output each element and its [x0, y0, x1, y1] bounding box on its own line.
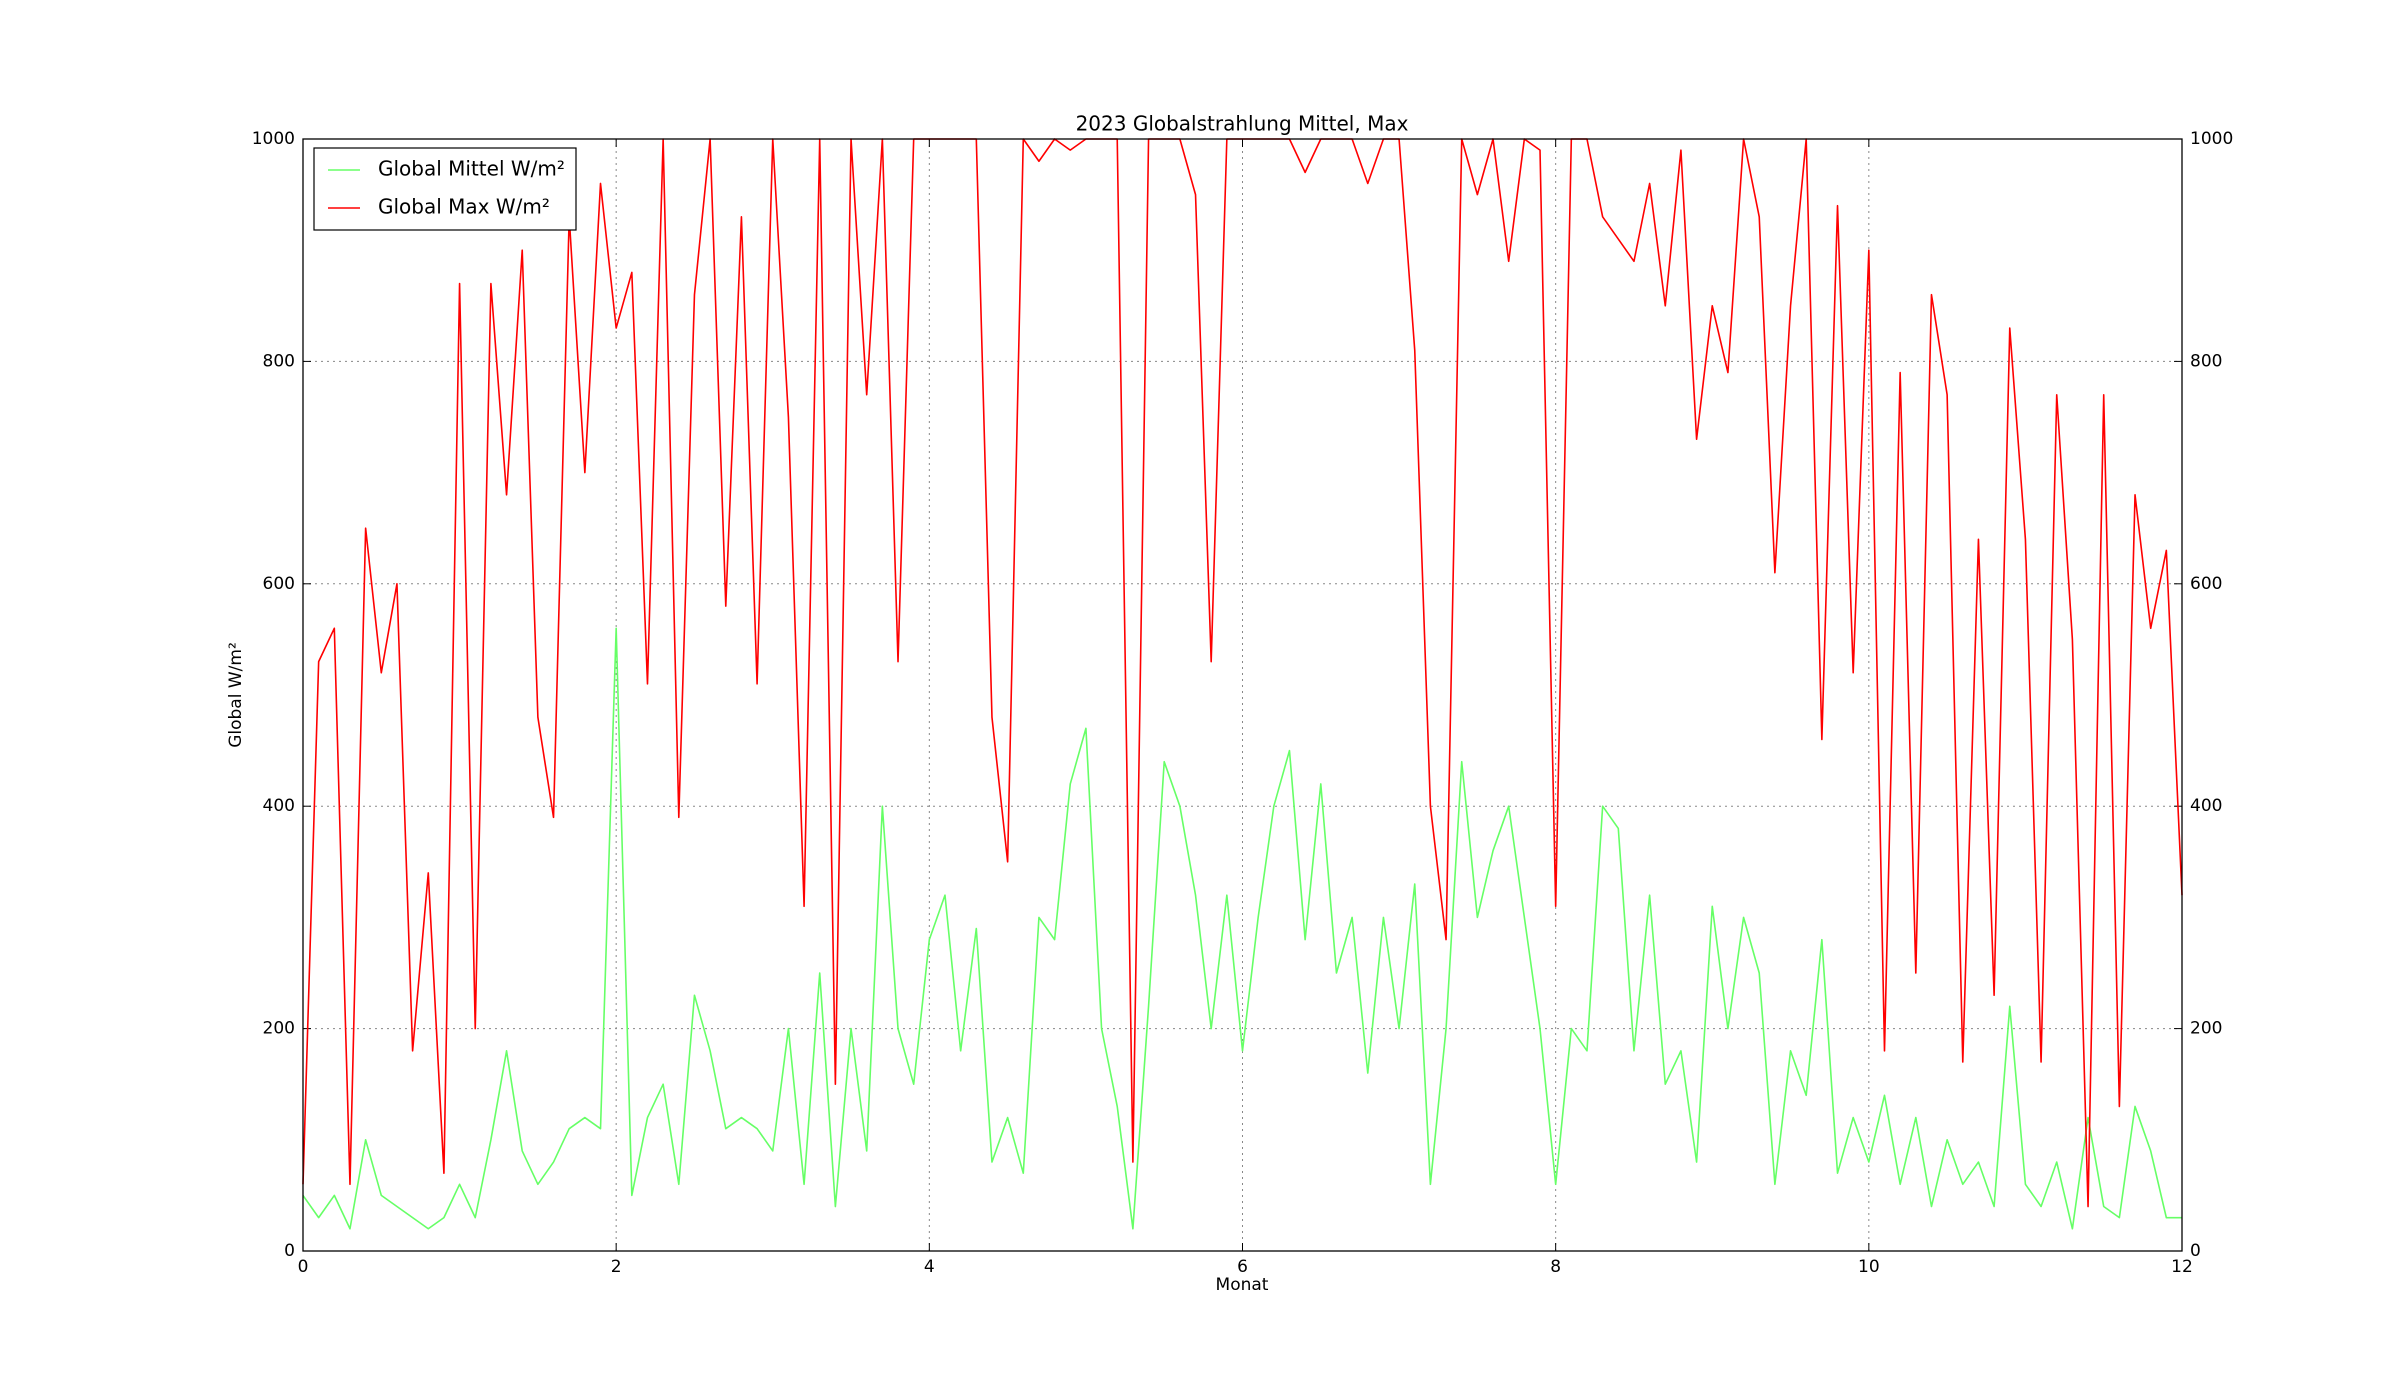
y-tick-label: 800	[263, 351, 295, 371]
legend-label: Global Mittel W/m²	[378, 157, 565, 181]
x-tick-label: 0	[298, 1257, 309, 1277]
legend-box	[313, 147, 577, 231]
x-tick-label: 4	[924, 1257, 935, 1277]
y2-tick-label: 400	[2190, 796, 2222, 816]
x-tick-label: 2	[611, 1257, 622, 1277]
x-tick-label: 8	[1550, 1257, 1561, 1277]
chart-title: 2023 Globalstrahlung Mittel, Max	[1076, 112, 1409, 136]
y-tick-label: 1000	[252, 129, 295, 149]
y2-tick-label: 800	[2190, 351, 2222, 371]
x-tick-label: 12	[2171, 1257, 2193, 1277]
y-tick-label: 400	[263, 796, 295, 816]
y2-tick-label: 600	[2190, 574, 2222, 594]
y2-tick-label: 200	[2190, 1019, 2222, 1039]
y-tick-label: 200	[263, 1019, 295, 1039]
y-axis-label: Global W/m²	[226, 642, 246, 748]
x-tick-label: 10	[1858, 1257, 1880, 1277]
data-line	[302, 627, 2182, 1230]
plot-frame	[302, 138, 2183, 1252]
x-axis-label: Monat	[1216, 1275, 1269, 1295]
y-tick-label: 600	[263, 574, 295, 594]
legend-label: Global Max W/m²	[378, 195, 550, 219]
y-tick-label: 0	[284, 1241, 295, 1261]
x-tick-label: 6	[1237, 1257, 1248, 1277]
y2-tick-label: 1000	[2190, 129, 2233, 149]
y2-tick-label: 0	[2190, 1241, 2201, 1261]
